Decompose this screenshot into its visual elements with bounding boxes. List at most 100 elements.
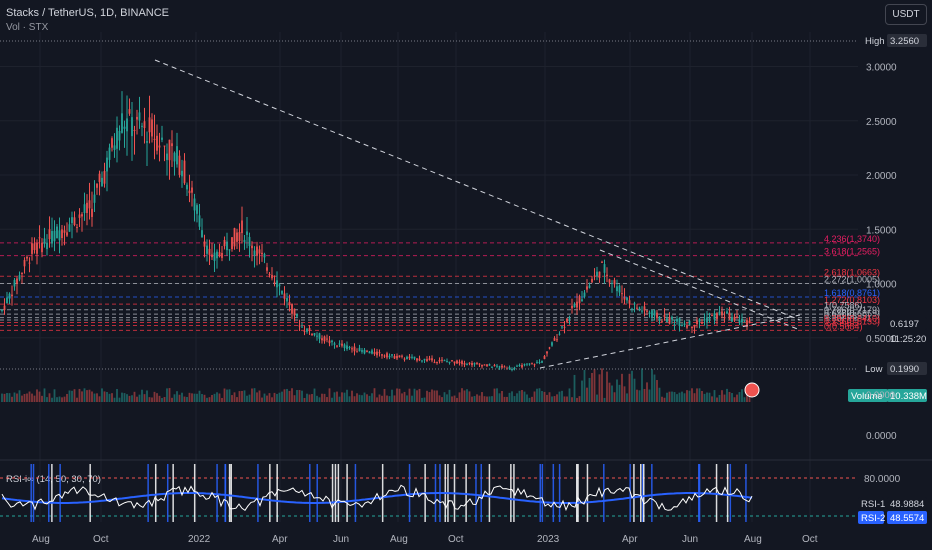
candle-body: [226, 241, 228, 251]
candle-body: [248, 236, 251, 247]
candle-body: [566, 318, 568, 322]
volume-bar: [646, 382, 648, 402]
volume-bar: [211, 394, 213, 402]
volume-bar: [736, 394, 738, 402]
volume-bar: [313, 388, 316, 402]
fib-level-label: 1.272(0.8103): [824, 295, 880, 305]
volume-bar: [588, 377, 591, 402]
volume-bar: [526, 394, 528, 402]
candle-body: [356, 351, 358, 353]
volume-bar: [21, 395, 23, 402]
volume-bar: [391, 389, 393, 402]
candle-body: [383, 355, 386, 357]
volume-bar: [303, 397, 306, 402]
volume-bar: [121, 392, 123, 402]
volume-bar: [408, 388, 411, 402]
volume-bar: [438, 395, 441, 402]
candle-body: [441, 359, 443, 361]
candle-body: [203, 241, 206, 247]
volume-bar: [51, 397, 53, 402]
volume-bar: [686, 390, 688, 402]
candle-body: [623, 297, 626, 300]
candle-body: [518, 365, 521, 367]
volume-bar: [448, 389, 451, 402]
candle-body: [381, 354, 383, 356]
volume-value-badge-bg: [887, 389, 927, 402]
volume-bar: [698, 388, 701, 402]
volume-bar: [293, 395, 296, 402]
volume-bar: [656, 380, 658, 402]
volume-bar: [406, 395, 408, 402]
currency-button[interactable]: USDT: [885, 4, 927, 25]
volume-bar: [106, 392, 108, 402]
candle-body: [156, 135, 158, 151]
volume-bar: [266, 395, 268, 402]
candle-body: [246, 231, 248, 235]
candle-body: [78, 214, 81, 218]
volume-bar: [586, 387, 588, 402]
candle-body: [138, 112, 141, 121]
volume-bar: [616, 379, 618, 402]
volume-bar: [306, 393, 308, 402]
candle-body: [3, 305, 6, 311]
x-tick-label: Apr: [272, 534, 288, 545]
volume-bar: [13, 392, 16, 402]
candle-body: [131, 117, 133, 137]
volume-bar: [606, 371, 608, 402]
volume-bar: [73, 389, 76, 402]
volume-bar: [201, 394, 203, 402]
candle-body: [681, 324, 683, 326]
volume-bar: [538, 388, 541, 402]
candle-body: [431, 358, 433, 361]
volume-bar: [413, 388, 416, 402]
candle-body: [661, 321, 663, 323]
candle-body: [51, 231, 53, 244]
volume-bar: [128, 395, 131, 402]
candle-body: [58, 230, 61, 241]
volume-bar: [701, 391, 703, 402]
volume-bar: [603, 397, 606, 402]
x-tick-label: Oct: [93, 534, 109, 545]
x-tick-label: 2023: [537, 534, 560, 545]
x-tick-label: Aug: [32, 534, 50, 545]
volume-bar: [651, 369, 653, 402]
candle-body: [528, 363, 531, 365]
volume-bar: [103, 391, 106, 402]
volume-bar: [363, 392, 366, 402]
candle-body: [21, 272, 23, 274]
candle-body: [531, 362, 533, 364]
volume-indicator-label: Vol · STX: [6, 22, 49, 33]
volume-bar: [643, 388, 646, 402]
candle-body: [421, 360, 423, 362]
volume-bar: [556, 394, 558, 402]
candle-body: [18, 275, 21, 280]
candle-body: [733, 316, 736, 321]
candle-body: [41, 242, 43, 253]
volume-bar: [506, 396, 508, 402]
candle-body: [231, 237, 233, 250]
candle-body: [376, 351, 378, 356]
volume-bar: [443, 392, 446, 402]
candle-body: [726, 311, 728, 314]
candle-body: [738, 320, 741, 323]
price-tick-label: 3.0000: [866, 63, 897, 74]
volume-bar: [271, 397, 273, 402]
fib-level-label: 0.382(0.6410): [824, 313, 880, 323]
candle-body: [66, 232, 68, 236]
volume-bar: [381, 395, 383, 402]
volume-bar: [671, 391, 673, 402]
candle-body: [158, 145, 161, 148]
volume-bar: [116, 388, 118, 402]
volume-bar: [178, 394, 181, 402]
candle-body: [323, 336, 326, 342]
x-tick-label: Oct: [802, 534, 818, 545]
volume-bar: [3, 393, 6, 402]
candle-body: [446, 361, 448, 363]
candle-body: [748, 320, 751, 324]
volume-bar: [88, 389, 91, 402]
candle-body: [328, 340, 331, 344]
price-tick-label: 1.0000: [866, 280, 897, 291]
volume-bar: [703, 393, 706, 402]
candle-body: [298, 325, 301, 327]
